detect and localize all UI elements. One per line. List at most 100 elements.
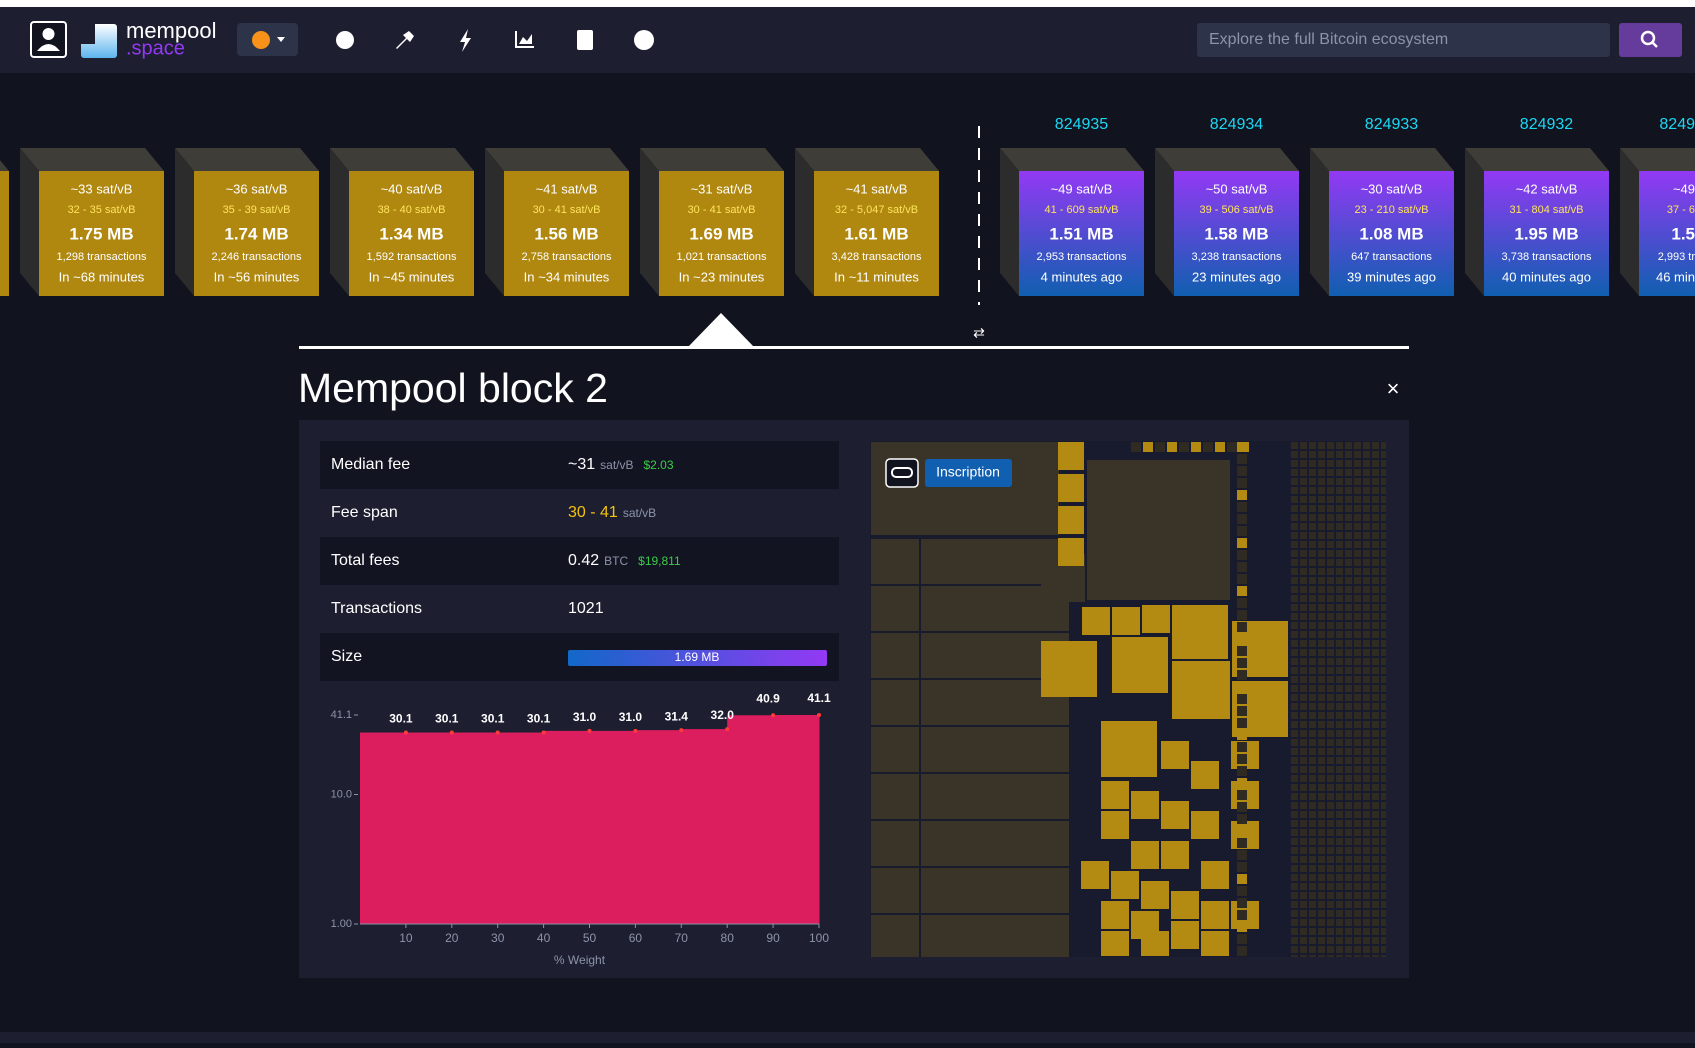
tx-cell: [1345, 793, 1352, 800]
nav-dashboard[interactable]: [336, 31, 354, 49]
tx-cell: [1021, 868, 1069, 913]
tx-cell: [1327, 820, 1334, 827]
tx-cell: [1354, 955, 1361, 957]
search-button[interactable]: [1619, 23, 1682, 57]
tx-cell: [1291, 703, 1298, 710]
block-front[interactable]: [504, 171, 629, 296]
tx-cell: [1363, 928, 1370, 935]
tx-cell: [1381, 829, 1386, 836]
filter-toggle[interactable]: [885, 458, 919, 488]
block-front[interactable]: [39, 171, 164, 296]
tx-cell: [1345, 721, 1352, 728]
tx-cell: [1336, 865, 1343, 872]
tx-cell: [1318, 829, 1325, 836]
tx-cell: [1309, 730, 1316, 737]
tx-cell: [1327, 901, 1334, 908]
tx-cell: [1309, 658, 1316, 665]
data-point: [679, 728, 684, 733]
tx-cell: [1318, 820, 1325, 827]
tx-cell: [1318, 910, 1325, 917]
tx-cell: [1363, 595, 1370, 602]
tx-cell: [1363, 568, 1370, 575]
tx-cell: [1381, 568, 1386, 575]
tx-cell: [1372, 838, 1379, 845]
block-front[interactable]: [1484, 171, 1609, 296]
tx-cell: [1318, 694, 1325, 701]
tx-cell: [1058, 538, 1084, 566]
block-front[interactable]: [349, 171, 474, 296]
block-height[interactable]: 8249: [1659, 116, 1695, 133]
search-icon: [1651, 41, 1658, 48]
tx-cell: [1291, 676, 1298, 683]
tx-cell: [1336, 739, 1343, 746]
nav-docs[interactable]: [577, 30, 593, 50]
block-fee: ~36 sat/vB: [226, 181, 288, 196]
tx-cell: [1381, 550, 1386, 557]
block-front[interactable]: [1019, 171, 1144, 296]
close-button[interactable]: ×: [1387, 376, 1400, 401]
block-height[interactable]: 824933: [1365, 116, 1418, 133]
area-step: [727, 715, 774, 924]
block-side: [640, 148, 659, 296]
tx-cell: [1300, 442, 1307, 449]
tx-cell: [1309, 685, 1316, 692]
tx-cell: [1291, 793, 1298, 800]
block-front[interactable]: [659, 171, 784, 296]
tx-cell: [1345, 667, 1352, 674]
tx-cell: [1381, 703, 1386, 710]
nav-tools[interactable]: [396, 31, 414, 49]
tx-cell: [1354, 829, 1361, 836]
nav-lightning[interactable]: [460, 29, 471, 52]
tx-cell: [1167, 442, 1177, 452]
tx-cell: [1191, 442, 1201, 452]
block-height[interactable]: 824934: [1210, 116, 1263, 133]
block-front[interactable]: [194, 171, 319, 296]
nav-graphs[interactable]: [515, 31, 534, 48]
bitcoin-icon: [252, 31, 270, 49]
block-front[interactable]: [1174, 171, 1299, 296]
filter-badge[interactable]: [925, 459, 1012, 487]
tx-cell: [1372, 910, 1379, 917]
block-front[interactable]: [0, 171, 9, 296]
value-label: 31.4: [665, 709, 689, 723]
logo-text[interactable]: mempool: [126, 18, 216, 43]
swap-icon[interactable]: ⇄: [973, 325, 985, 341]
block-front[interactable]: [1639, 171, 1695, 296]
tx-cell: [1309, 883, 1316, 890]
tx-cell: [1336, 829, 1343, 836]
tx-cell: [1300, 838, 1307, 845]
search-input[interactable]: [1197, 23, 1610, 57]
tx-cell: [1372, 793, 1379, 800]
row-value: 30 - 41: [568, 504, 618, 521]
block-front[interactable]: [1329, 171, 1454, 296]
tx-cell: [1354, 505, 1361, 512]
logo-subtext[interactable]: .space: [126, 37, 185, 59]
tx-cell: [1381, 847, 1386, 854]
block-height[interactable]: 824935: [1055, 116, 1108, 133]
tx-cell: [1381, 505, 1386, 512]
tx-cell: [1354, 874, 1361, 881]
block-fee-range: 32 - 5,047 sat/vB: [835, 204, 918, 216]
tx-cell: [1327, 478, 1334, 485]
tx-cell: [1336, 631, 1343, 638]
block-front[interactable]: [814, 171, 939, 296]
block-top: [1155, 148, 1299, 171]
tx-cell: [1291, 586, 1298, 593]
tx-cell: [1318, 730, 1325, 737]
row-value: 0.42: [568, 552, 599, 569]
nav-about[interactable]: [634, 30, 654, 50]
tx-cell: [1237, 694, 1247, 704]
tx-cell: [1300, 766, 1307, 773]
tx-cell: [1161, 841, 1189, 869]
tx-cell: [1300, 541, 1307, 548]
block-height[interactable]: 824932: [1520, 116, 1573, 133]
tx-cell: [1318, 847, 1325, 854]
tx-cell: [1372, 883, 1379, 890]
tx-cell: [1381, 784, 1386, 791]
block-fee-range: 35 - 39 sat/vB: [223, 204, 291, 216]
tx-cell: [1309, 757, 1316, 764]
tx-cell: [1354, 919, 1361, 926]
tx-cell: [1327, 874, 1334, 881]
tx-cell: [1336, 838, 1343, 845]
tx-cell: [1309, 802, 1316, 809]
